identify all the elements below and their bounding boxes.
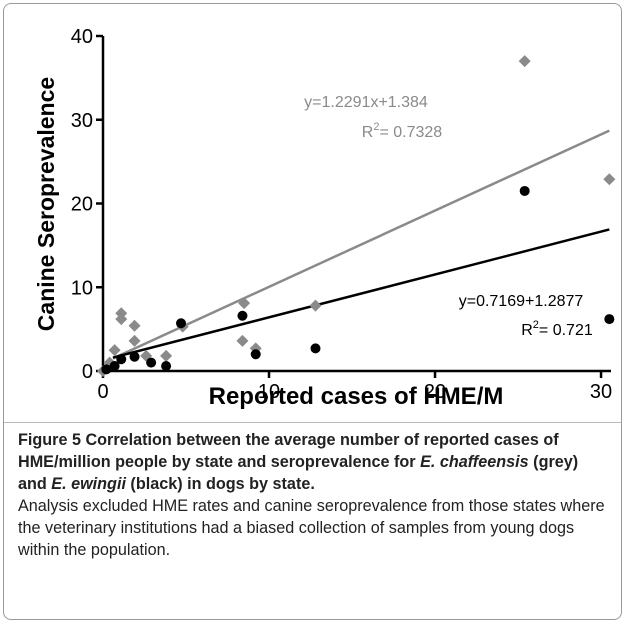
point: [146, 357, 157, 368]
point: [604, 314, 615, 325]
x-tick-label: 10: [258, 381, 280, 403]
point: [160, 349, 173, 362]
point: [109, 360, 120, 371]
caption-title: Figure 5 Correlation between the average…: [18, 431, 559, 471]
caption-species: E. chaffeensis: [420, 453, 529, 471]
y-tick-label: 10: [71, 277, 93, 299]
r-squared: R2= 0.721: [521, 319, 593, 339]
equation: y=1.2291x+1.384: [304, 94, 428, 111]
y-tick-label: 30: [71, 110, 93, 132]
point: [128, 319, 141, 332]
point: [309, 299, 322, 312]
point: [250, 349, 261, 360]
point: [236, 334, 249, 347]
y-tick-label: 20: [71, 194, 93, 216]
chart: Canine Seroprevalence Reported cases of …: [33, 26, 616, 410]
point: [129, 351, 140, 362]
point: [116, 354, 127, 365]
caption-species: E. ewingii: [51, 475, 126, 493]
r-label: R: [521, 322, 533, 339]
caption-title: (black) in dogs by state.: [125, 475, 315, 493]
y-tick-label: 40: [71, 26, 93, 48]
x-tick-label: 20: [424, 381, 446, 403]
point: [237, 310, 248, 321]
y-axis-label: Canine Seroprevalence: [33, 77, 59, 331]
superscript: 2: [533, 319, 539, 331]
point: [128, 334, 141, 347]
y-tick-label: 0: [82, 361, 93, 383]
r-value: = 0.721: [539, 322, 593, 339]
x-axis-label: Reported cases of HME/M: [209, 383, 504, 410]
point: [310, 343, 321, 354]
caption: Figure 5 Correlation between the average…: [4, 422, 621, 619]
point: [518, 55, 531, 68]
caption-body: Analysis excluded HME rates and canine s…: [18, 497, 605, 559]
r-value: = 0.7328: [379, 124, 442, 141]
equation: y=0.7169+1.2877: [459, 293, 584, 310]
r-squared: R2= 0.7328: [362, 121, 443, 141]
point: [161, 360, 172, 371]
point: [115, 313, 128, 326]
x-tick-label: 0: [97, 381, 108, 403]
point: [176, 318, 187, 329]
r-label: R: [362, 124, 374, 141]
trend-line: [112, 228, 610, 359]
figure: Canine Seroprevalence Reported cases of …: [3, 3, 622, 620]
caption-title: (grey) and: [18, 453, 579, 493]
point: [238, 297, 251, 310]
x-tick-label: 30: [590, 381, 612, 403]
point: [603, 173, 616, 186]
point: [108, 344, 121, 357]
trend-line: [112, 129, 610, 360]
superscript: 2: [373, 121, 379, 133]
point: [519, 185, 530, 196]
point: [101, 364, 112, 375]
